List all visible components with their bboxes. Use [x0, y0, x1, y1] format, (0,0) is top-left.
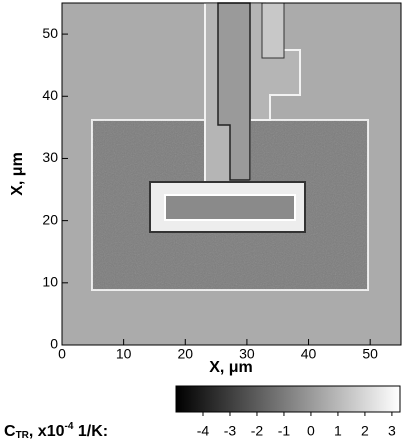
- y-tick-label: 0: [50, 336, 58, 352]
- x-tick-label: 20: [177, 346, 193, 362]
- colorbar-tick-label: -4: [197, 423, 210, 439]
- y-tick-label: 10: [42, 274, 58, 290]
- colorbar-tick-label: 1: [334, 423, 342, 439]
- x-tick-label: 40: [301, 346, 317, 362]
- label-part: , x10: [29, 423, 65, 440]
- label-part: 1/K:: [73, 423, 108, 440]
- x-tick-label: 0: [58, 346, 66, 362]
- y-tick-label: 30: [42, 149, 58, 165]
- colorbar-tick-label: 3: [388, 423, 396, 439]
- label-part: -4: [65, 421, 74, 432]
- colorbar-tick-label: -2: [251, 423, 264, 439]
- label-part: C: [4, 423, 16, 440]
- label-part: TR: [16, 430, 30, 441]
- y-tick-label: 40: [42, 87, 58, 103]
- colorbar-label: CTR, x10-4 1/K:: [4, 421, 108, 441]
- x-tick-label: 50: [362, 346, 378, 362]
- x-axis-label: X, μm: [209, 359, 253, 376]
- colorbar: [175, 385, 401, 413]
- plot-frame: [61, 2, 402, 346]
- colorbar-tick-label: -3: [224, 423, 237, 439]
- x-tick-label: 10: [116, 346, 132, 362]
- colorbar-tick-label: 0: [307, 423, 315, 439]
- y-tick-label: 50: [42, 25, 58, 41]
- y-tick-label: 20: [42, 211, 58, 227]
- y-axis-label: X, μm: [9, 152, 26, 196]
- thermo-image: [62, 2, 401, 345]
- colorbar-tick-label: -1: [278, 423, 291, 439]
- colorbar-tick-label: 2: [361, 423, 369, 439]
- x-tick-label: 30: [239, 346, 255, 362]
